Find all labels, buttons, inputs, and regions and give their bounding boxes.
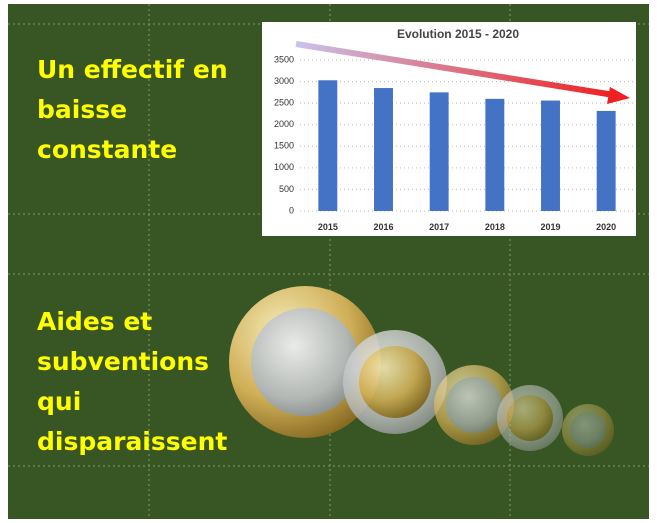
bar bbox=[374, 88, 393, 211]
x-tick-label: 2019 bbox=[540, 222, 560, 232]
x-tick-label: 2018 bbox=[485, 222, 505, 232]
bar bbox=[597, 111, 616, 211]
bar bbox=[485, 99, 504, 211]
x-tick-label: 2020 bbox=[596, 222, 616, 232]
y-tick-label: 1000 bbox=[274, 162, 294, 172]
heading-line: baisse bbox=[37, 95, 127, 124]
bar bbox=[541, 101, 560, 211]
y-tick-label: 3500 bbox=[274, 54, 294, 64]
chart-background bbox=[262, 22, 636, 236]
y-tick-label: 2000 bbox=[274, 119, 294, 129]
heading-line: qui bbox=[37, 387, 81, 416]
bar bbox=[430, 92, 449, 211]
slide: Evolution 2015 - 2020 0 500 1000 1500 2000 25… bbox=[0, 0, 657, 523]
x-tick-label: 2015 bbox=[318, 222, 338, 232]
x-tick-label: 2017 bbox=[429, 222, 449, 232]
y-tick-label: 2500 bbox=[274, 98, 294, 108]
y-tick-label: 1500 bbox=[274, 141, 294, 151]
heading-line: Un effectif en bbox=[37, 55, 228, 84]
heading-line: subventions bbox=[37, 347, 209, 376]
bar bbox=[318, 80, 337, 211]
y-tick-label: 3000 bbox=[274, 76, 294, 86]
heading-line: constante bbox=[37, 135, 177, 164]
x-tick-label: 2016 bbox=[373, 222, 393, 232]
heading-line: Aides et bbox=[37, 307, 152, 336]
y-tick-label: 0 bbox=[289, 205, 294, 215]
y-tick-label: 500 bbox=[279, 184, 294, 194]
heading-line: disparaissent bbox=[37, 427, 227, 456]
chart-title: Evolution 2015 - 2020 bbox=[397, 27, 519, 41]
